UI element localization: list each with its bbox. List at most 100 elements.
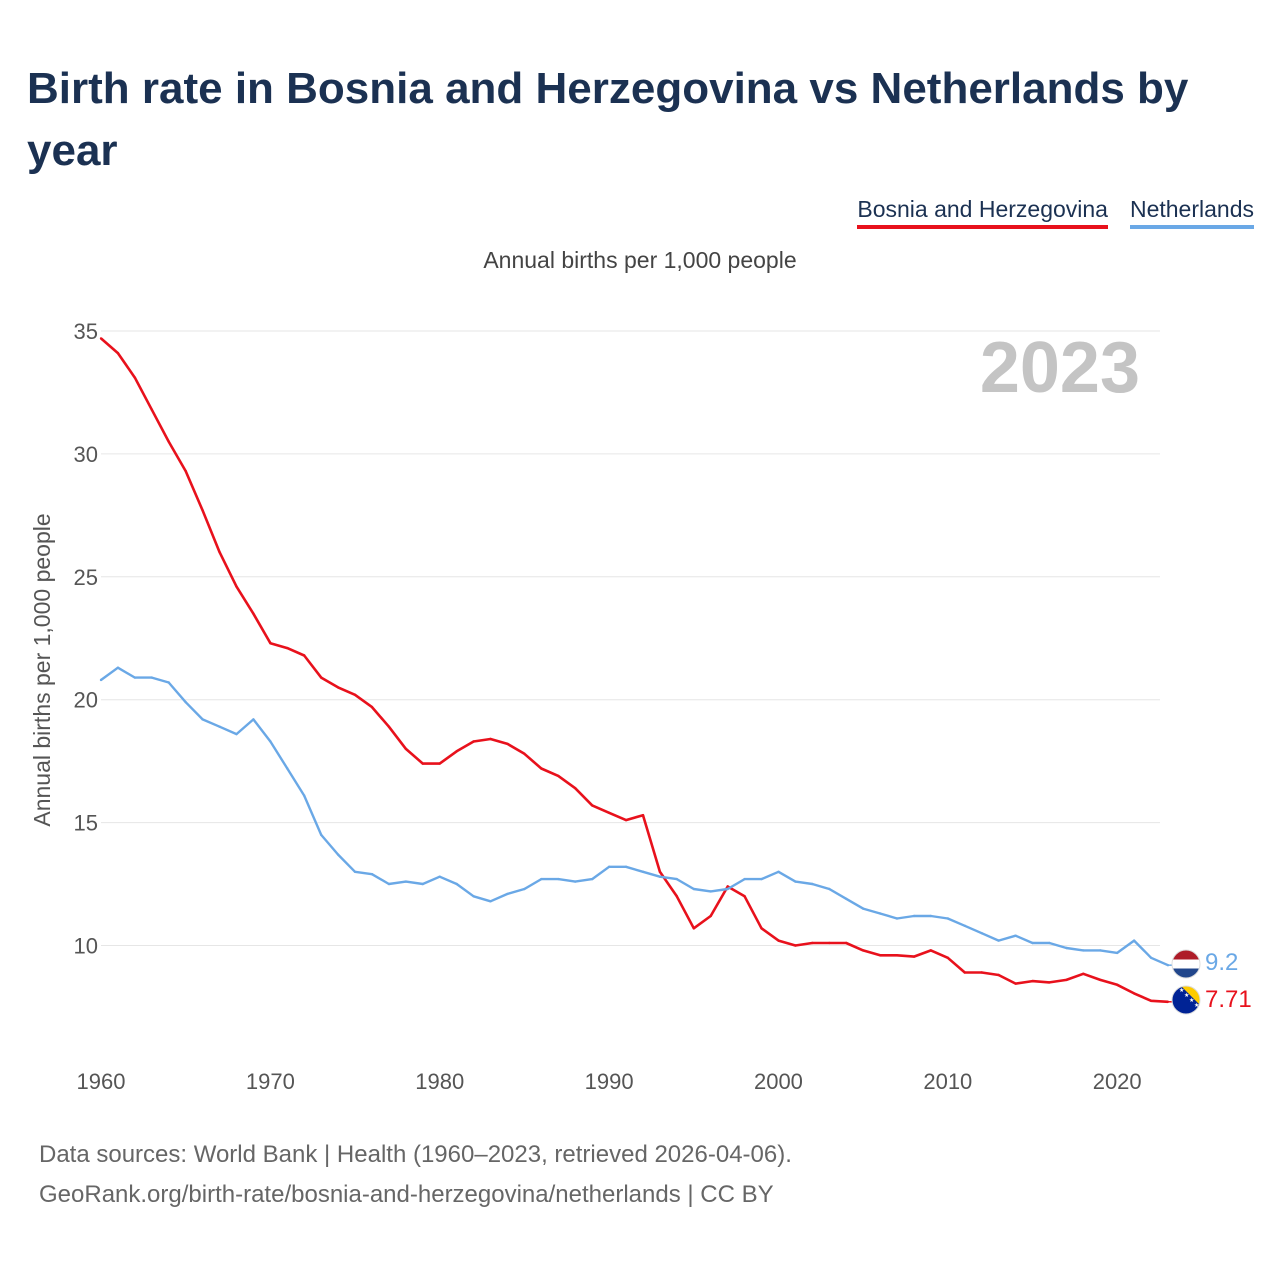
data-point-netherlands: [472, 895, 475, 898]
data-point-bosnia: [286, 646, 289, 650]
data-point-bosnia: [624, 818, 628, 822]
x-tick-label: 1960: [77, 1069, 126, 1094]
data-point-netherlands: [777, 870, 780, 873]
data-point-bosnia: [1082, 972, 1085, 975]
y-tick-label: 10: [74, 934, 98, 959]
data-point-bosnia: [1149, 999, 1153, 1002]
data-point-netherlands: [201, 718, 204, 721]
data-point-netherlands: [1116, 951, 1119, 955]
data-point-netherlands: [336, 853, 340, 856]
data-point-bosnia: [557, 774, 560, 778]
data-point-bosnia: [150, 408, 153, 411]
data-point-netherlands: [353, 870, 357, 873]
data-point-netherlands: [912, 914, 916, 918]
data-point-netherlands: [946, 917, 949, 920]
y-tick-label: 15: [74, 811, 98, 836]
footer: Data sources: World Bank | Health (1960–…: [39, 1135, 792, 1215]
bosnia-flag-icon: ★ ★ ★ ★: [1171, 985, 1201, 1015]
data-point-netherlands: [235, 732, 238, 736]
source-line: Data sources: World Bank | Health (1960–…: [39, 1141, 792, 1168]
data-point-bosnia: [692, 927, 695, 930]
data-point-netherlands: [184, 701, 187, 704]
data-point-netherlands: [726, 887, 729, 891]
data-point-netherlands: [845, 897, 848, 900]
data-point-bosnia: [726, 885, 729, 888]
data-point-netherlands: [624, 865, 628, 868]
data-point-bosnia: [607, 811, 611, 814]
data-point-bosnia: [489, 737, 492, 741]
data-point-bosnia: [591, 804, 594, 807]
data-point-netherlands: [878, 912, 882, 915]
x-tick-label: 1990: [585, 1069, 634, 1094]
data-point-netherlands: [303, 794, 306, 797]
y-tick-label: 30: [74, 442, 98, 467]
data-point-bosnia: [845, 941, 848, 945]
data-point-bosnia: [1048, 981, 1051, 984]
y-tick-label: 35: [74, 319, 98, 344]
data-point-netherlands: [1099, 949, 1102, 952]
data-point-netherlands: [269, 740, 272, 743]
data-point-bosnia: [641, 814, 645, 817]
data-point-netherlands: [963, 924, 966, 927]
data-point-netherlands: [489, 900, 492, 903]
data-point-netherlands: [1149, 956, 1153, 959]
end-value-label-netherlands: 9.2: [1205, 949, 1238, 976]
data-point-netherlands: [760, 877, 763, 881]
data-point-bosnia: [709, 914, 712, 918]
data-point-netherlands: [116, 666, 120, 669]
legend-item-netherlands[interactable]: Netherlands: [1129, 196, 1254, 229]
data-point-bosnia: [472, 740, 475, 743]
data-point-bosnia: [421, 762, 424, 765]
netherlands-flag-icon: [1171, 949, 1201, 979]
data-point-netherlands: [692, 887, 695, 891]
data-point-netherlands: [455, 882, 458, 886]
data-point-netherlands: [591, 877, 594, 881]
data-point-netherlands: [743, 877, 746, 881]
data-point-bosnia: [167, 440, 170, 443]
data-point-bosnia: [1031, 979, 1034, 983]
x-tick-label: 2010: [923, 1069, 972, 1094]
legend-item-bosnia[interactable]: Bosnia and Herzegovina: [857, 196, 1108, 229]
data-point-netherlands: [387, 882, 391, 886]
data-point-bosnia: [133, 376, 137, 379]
data-point-bosnia: [336, 686, 340, 689]
data-point-netherlands: [929, 914, 933, 918]
data-point-bosnia: [811, 941, 814, 945]
data-point-netherlands: [658, 875, 662, 878]
data-point-bosnia: [218, 551, 221, 554]
legend: Bosnia and Herzegovina Netherlands: [857, 196, 1254, 229]
data-point-netherlands: [99, 678, 103, 682]
data-point-netherlands: [1014, 934, 1017, 937]
data-point-bosnia: [1132, 992, 1136, 995]
series-line-bosnia[interactable]: [100, 337, 1169, 1004]
x-tick-label: 1980: [415, 1069, 464, 1094]
data-point-bosnia: [777, 939, 780, 942]
url-line[interactable]: GeoRank.org/birth-rate/bosnia-and-herzeg…: [39, 1181, 774, 1208]
data-point-bosnia: [861, 949, 865, 952]
data-point-netherlands: [133, 676, 137, 679]
data-point-netherlands: [607, 865, 611, 868]
data-point-netherlands: [641, 870, 645, 873]
data-point-netherlands: [370, 873, 374, 876]
data-point-bosnia: [116, 351, 120, 355]
y-axis-title: Annual births per 1,000 people: [29, 513, 55, 826]
data-point-bosnia: [252, 612, 255, 615]
data-point-bosnia: [387, 725, 391, 728]
svg-text:★: ★: [1194, 1002, 1199, 1009]
data-point-bosnia: [912, 955, 916, 958]
data-point-netherlands: [320, 833, 323, 837]
data-point-netherlands: [1031, 941, 1034, 945]
data-point-netherlands: [438, 875, 441, 878]
data-point-netherlands: [980, 932, 983, 935]
data-point-bosnia: [523, 752, 526, 755]
chart-subtitle: Annual births per 1,000 people: [483, 247, 797, 273]
data-point-netherlands: [167, 681, 170, 684]
data-point-bosnia: [303, 654, 306, 657]
data-point-netherlands: [709, 890, 712, 893]
data-point-netherlands: [811, 882, 814, 886]
data-point-bosnia: [828, 941, 831, 945]
data-point-netherlands: [540, 877, 543, 881]
series-line-netherlands[interactable]: [100, 666, 1169, 967]
data-point-netherlands: [557, 877, 560, 881]
